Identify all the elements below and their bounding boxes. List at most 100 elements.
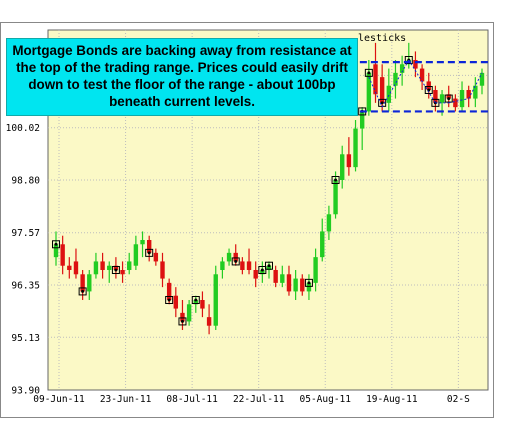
candle-body	[100, 261, 105, 270]
x-tick-label: 23-Jun-11	[100, 394, 152, 405]
x-tick-label: 09-Jun-11	[33, 394, 85, 405]
candle-body	[479, 72, 485, 86]
signal-marker	[78, 287, 87, 296]
x-tick-label: 08-Jul-11	[166, 394, 218, 405]
candle-body	[127, 261, 132, 270]
candle-body	[280, 274, 285, 283]
candle-body	[399, 64, 405, 73]
x-axis-labels: 09-Jun-11 23-Jun-11 08-Jul-11 22-Jul-11 05-A…	[33, 394, 470, 405]
candle-body	[60, 244, 65, 266]
signal-marker	[165, 296, 174, 304]
candle-body	[286, 274, 292, 292]
candle-body	[193, 300, 198, 305]
candle-body	[306, 282, 312, 292]
candle-body	[113, 265, 119, 270]
candle-body	[273, 270, 278, 283]
signal-marker-dot	[260, 268, 264, 272]
candle-body	[200, 300, 205, 309]
candle-body	[266, 265, 272, 270]
candle-body	[333, 180, 338, 215]
signal-marker-dot	[114, 268, 118, 272]
candle-body	[393, 72, 398, 86]
candle-body	[419, 68, 425, 82]
signal-marker	[52, 240, 60, 249]
candle-body	[53, 244, 59, 258]
channel-lines	[348, 59, 488, 113]
signal-marker	[424, 86, 433, 94]
y-tick-label: 96.35	[11, 281, 40, 292]
candle-body	[373, 64, 378, 95]
annotation-callout: Mortgage Bonds are backing away from res…	[6, 38, 358, 116]
signal-marker-dot	[267, 264, 271, 268]
candle-body	[220, 261, 225, 270]
candle-body	[133, 244, 139, 266]
x-tick-label: 22-Jul-11	[233, 394, 285, 405]
candle-body	[146, 240, 152, 253]
candle-body	[80, 274, 85, 292]
candle-body	[386, 85, 392, 103]
signal-marker	[404, 56, 413, 64]
candle-body	[186, 304, 192, 322]
signal-marker	[178, 317, 187, 326]
signal-marker	[258, 266, 267, 274]
candle-body	[260, 270, 265, 275]
signal-marker-dot	[234, 259, 238, 263]
candle-body	[233, 252, 238, 262]
signal-marker	[444, 94, 453, 103]
candle-body	[213, 274, 218, 326]
candle-body	[120, 270, 125, 275]
candle-body	[379, 77, 385, 103]
signal-marker	[304, 278, 313, 287]
candle-body	[73, 261, 79, 275]
signal-marker-dot	[367, 71, 371, 75]
x-tick-label: 02-S	[447, 394, 470, 405]
x-tick-label: 05-Aug-11	[300, 394, 352, 405]
candle-body	[320, 231, 325, 258]
y-tick-label: 98.80	[11, 176, 40, 187]
candle-body	[253, 270, 258, 279]
trend-line	[381, 59, 410, 108]
candle-body	[87, 274, 92, 292]
candle-body	[446, 94, 451, 99]
candle-body	[453, 98, 458, 108]
candle-body	[433, 90, 438, 103]
candle-body	[353, 128, 358, 168]
signal-marker-dot	[147, 251, 151, 255]
candles	[52, 42, 485, 335]
candle-body	[140, 240, 145, 245]
signal-marker-dot	[380, 101, 384, 105]
candle-body	[246, 261, 252, 270]
candle-body	[300, 278, 305, 292]
signal-marker	[331, 176, 340, 184]
candle-body	[180, 312, 185, 322]
candle-body	[226, 252, 232, 262]
signal-marker	[431, 98, 440, 107]
y-tick-label: 100.02	[6, 123, 40, 134]
candle-body	[153, 252, 159, 262]
signal-marker-dot	[81, 289, 85, 293]
candle-body	[340, 154, 345, 180]
candle-body	[473, 85, 478, 99]
signal-marker	[191, 296, 200, 304]
candle-body	[107, 265, 112, 270]
signal-marker-dot	[167, 298, 171, 302]
candle-body	[313, 257, 318, 283]
signal-marker-dot	[180, 319, 184, 323]
candle-body	[166, 282, 172, 300]
candle-body	[466, 90, 471, 99]
candle-body	[359, 111, 365, 129]
candle-body	[413, 60, 418, 69]
signal-marker-dot	[307, 281, 311, 285]
candle-body	[293, 278, 298, 292]
candle-body	[426, 81, 431, 90]
signal-marker	[265, 261, 273, 270]
candle-body	[439, 94, 445, 103]
candle-body	[240, 261, 245, 270]
candle-body	[160, 261, 165, 279]
trend-line	[448, 98, 469, 104]
candle-body	[346, 154, 352, 168]
candle-body	[326, 214, 332, 232]
candle-body	[67, 265, 72, 270]
signal-marker-dot	[194, 298, 198, 302]
trend-line	[468, 72, 483, 99]
